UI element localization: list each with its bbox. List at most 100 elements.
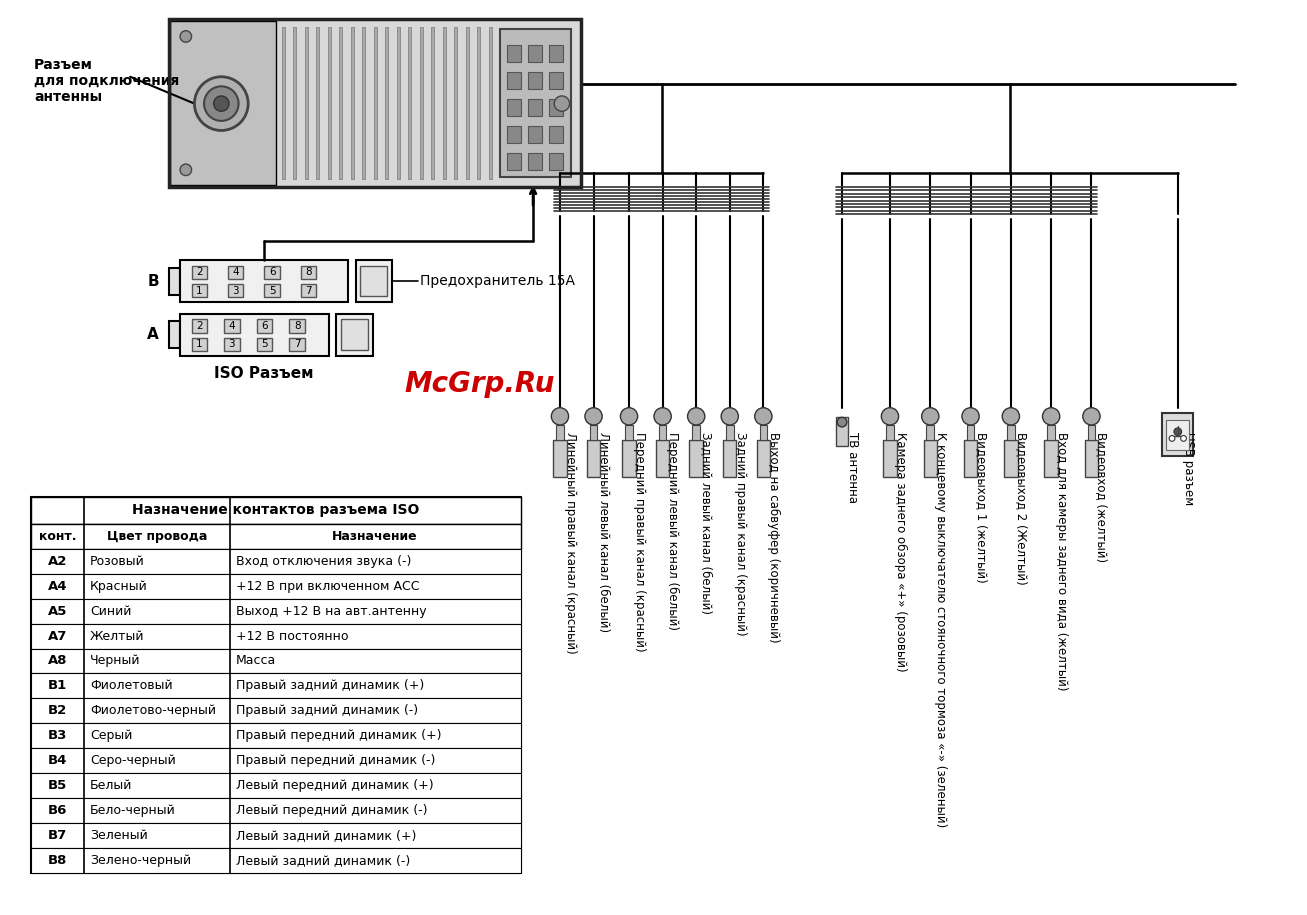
Bar — [622, 440, 635, 477]
Text: Масса: Масса — [235, 654, 276, 667]
Text: Задний левый канал (белый): Задний левый канал (белый) — [701, 432, 714, 614]
Text: B1: B1 — [47, 680, 67, 693]
Bar — [431, 27, 434, 179]
Bar — [443, 27, 446, 179]
Bar — [192, 284, 207, 297]
Bar — [328, 27, 331, 179]
Text: 1: 1 — [196, 285, 203, 296]
Circle shape — [180, 164, 192, 176]
Bar — [170, 21, 276, 185]
Bar — [499, 28, 571, 178]
Bar — [723, 440, 736, 477]
Circle shape — [654, 408, 672, 425]
Bar — [31, 624, 520, 649]
Bar — [408, 27, 412, 179]
Bar — [549, 153, 563, 170]
Text: Линейный правый канал (красный): Линейный правый канал (красный) — [563, 432, 576, 653]
Text: 4: 4 — [233, 267, 239, 277]
Text: 6: 6 — [261, 321, 268, 331]
Bar — [1166, 420, 1189, 450]
Text: Фиолетово-черный: Фиолетово-черный — [90, 705, 216, 717]
Circle shape — [1170, 436, 1175, 441]
Bar — [420, 27, 422, 179]
Bar — [374, 27, 376, 179]
Text: ТВ антенна: ТВ антенна — [846, 432, 859, 502]
Text: A4: A4 — [47, 580, 67, 593]
Bar — [227, 265, 243, 279]
Bar — [31, 523, 520, 549]
Bar — [31, 673, 520, 698]
Bar — [293, 27, 297, 179]
Bar — [31, 773, 520, 798]
Bar — [169, 268, 180, 295]
Bar — [1006, 425, 1014, 440]
Text: Вход для камеры заднего вида (желтый): Вход для камеры заднего вида (желтый) — [1055, 432, 1068, 690]
Text: B3: B3 — [47, 729, 67, 742]
Bar — [340, 27, 342, 179]
Bar — [264, 284, 280, 297]
Bar — [301, 265, 316, 279]
Bar — [225, 338, 239, 351]
Bar — [725, 425, 733, 440]
Text: 7: 7 — [306, 285, 312, 296]
Bar — [884, 440, 897, 477]
Bar — [553, 440, 567, 477]
Circle shape — [213, 96, 229, 112]
Circle shape — [554, 96, 570, 112]
Text: B4: B4 — [47, 754, 67, 768]
Bar — [656, 440, 669, 477]
Bar — [549, 125, 563, 143]
Text: B7: B7 — [47, 829, 67, 842]
Circle shape — [621, 408, 638, 425]
Text: Красный: Красный — [90, 580, 148, 593]
Text: Правый задний динамик (-): Правый задний динамик (-) — [235, 705, 418, 717]
Text: 3: 3 — [229, 339, 235, 350]
Text: 2: 2 — [196, 267, 203, 277]
Text: Правый передний динамик (+): Правый передний динамик (+) — [235, 729, 442, 742]
Bar — [282, 27, 285, 179]
Bar — [356, 260, 392, 302]
Bar — [305, 27, 307, 179]
Circle shape — [1082, 408, 1100, 425]
Bar — [31, 848, 520, 873]
Text: 8: 8 — [294, 321, 301, 331]
Circle shape — [687, 408, 704, 425]
Text: Предохранитель 15А: Предохранитель 15А — [420, 274, 575, 288]
Circle shape — [838, 417, 847, 427]
Bar — [924, 440, 937, 477]
Circle shape — [721, 408, 738, 425]
Bar — [507, 99, 520, 116]
Bar — [336, 314, 372, 356]
Circle shape — [881, 408, 899, 425]
Text: Розовый: Розовый — [90, 554, 145, 567]
Bar — [549, 45, 563, 62]
Text: Камера заднего обзора «+» (розовый): Камера заднего обзора «+» (розовый) — [894, 432, 907, 672]
Bar — [507, 45, 520, 62]
Bar — [757, 440, 770, 477]
Bar — [690, 440, 703, 477]
Text: Выход на сабвуфер (коричневый): Выход на сабвуфер (коричневый) — [767, 432, 780, 642]
Bar — [192, 265, 207, 279]
Circle shape — [552, 408, 569, 425]
Bar — [192, 319, 207, 333]
Text: A: A — [148, 328, 159, 342]
Text: A5: A5 — [47, 605, 67, 618]
Bar — [759, 425, 767, 440]
Bar — [31, 574, 520, 598]
Bar — [397, 27, 400, 179]
Bar — [31, 798, 520, 824]
Circle shape — [1043, 408, 1060, 425]
Text: Вход отключения звука (-): Вход отключения звука (-) — [235, 554, 412, 567]
Text: 5: 5 — [261, 339, 268, 350]
Text: Зелено-черный: Зелено-черный — [90, 854, 191, 867]
Bar — [316, 27, 319, 179]
Circle shape — [1180, 436, 1187, 441]
Text: конт.: конт. — [38, 530, 76, 543]
Bar — [256, 338, 272, 351]
Bar — [528, 153, 541, 170]
Bar — [361, 265, 387, 296]
Bar — [301, 284, 316, 297]
Bar — [31, 497, 520, 873]
Circle shape — [1002, 408, 1019, 425]
Bar — [455, 27, 457, 179]
